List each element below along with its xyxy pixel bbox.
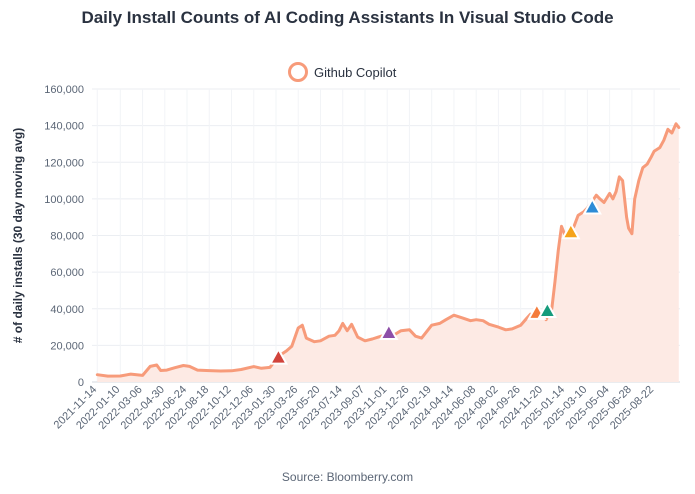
x-axis: 2021-11-142022-01-102022-03-062022-04-30… bbox=[52, 384, 657, 432]
event-marker-triangle bbox=[268, 347, 289, 365]
y-tick-label: 120,000 bbox=[44, 157, 84, 169]
legend[interactable]: Github Copilot bbox=[288, 62, 396, 82]
y-tick-label: 0 bbox=[78, 377, 84, 389]
y-tick-label: 160,000 bbox=[44, 84, 84, 96]
legend-label: Github Copilot bbox=[314, 64, 397, 80]
y-tick-label: 80,000 bbox=[50, 231, 84, 243]
event-marker-triangle bbox=[582, 197, 602, 215]
y-tick-label: 20,000 bbox=[50, 340, 84, 352]
series-line bbox=[95, 122, 681, 378]
event-marker-triangle bbox=[379, 322, 399, 340]
event-marker-triangle bbox=[561, 221, 581, 240]
event-marker-triangle bbox=[537, 300, 558, 318]
chart-title: Daily Install Counts of AI Coding Assist… bbox=[81, 8, 614, 27]
source-note: Source: Bloomberry.com bbox=[281, 470, 414, 484]
y-tick-label: 140,000 bbox=[44, 121, 84, 133]
y-tick-label: 100,000 bbox=[44, 194, 84, 206]
legend-circle-icon bbox=[288, 62, 308, 82]
y-axis: 0 20,000 40,000 60,000 80,000 100,000 120,000 1… bbox=[44, 84, 84, 389]
y-tick-label: 60,000 bbox=[50, 267, 84, 279]
event-markers bbox=[268, 197, 602, 365]
y-tick-label: 40,000 bbox=[50, 304, 84, 316]
y-axis-title: # of daily installs (30 day moving avg) bbox=[11, 128, 25, 343]
